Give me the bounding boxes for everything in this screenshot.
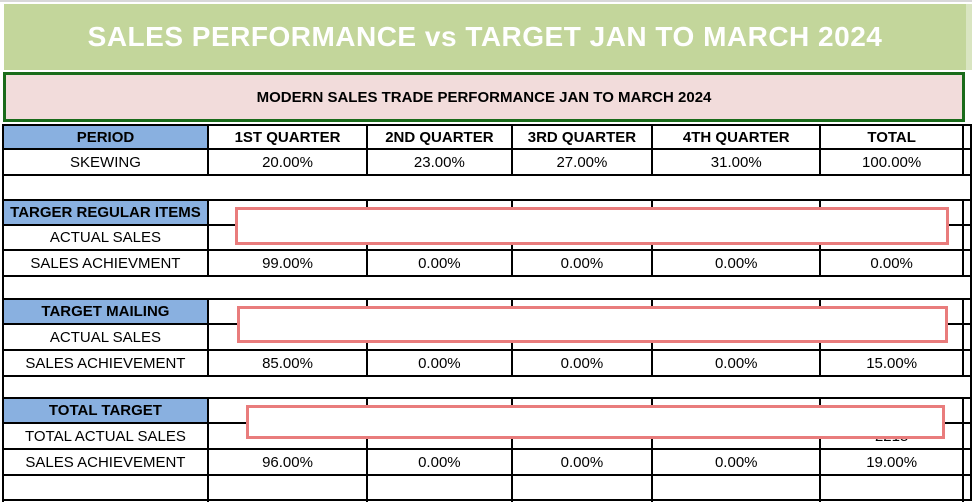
empty-cell [819, 500, 964, 502]
grid-sliver [961, 224, 972, 251]
redaction-box-section2[interactable] [237, 306, 948, 343]
header-cell-q4[interactable]: 4TH QUARTER [651, 124, 822, 150]
section3-achievement-total[interactable]: 19.00% [819, 448, 964, 476]
header-cell-q3[interactable]: 3RD QUARTER [510, 124, 654, 150]
section1-achievement-row: SALES ACHIEVMENT 99.00% 0.00% 0.00% 0.00… [2, 249, 972, 277]
table-header-row: PERIOD 1ST QUARTER 2ND QUARTER 3RD QUART… [2, 124, 972, 150]
redaction-box-section1[interactable] [235, 207, 949, 245]
header-cell-q1[interactable]: 1ST QUARTER [206, 124, 369, 150]
skewing-q3[interactable]: 27.00% [510, 148, 654, 176]
grid-sliver [961, 474, 972, 501]
section1-achievement-q3[interactable]: 0.00% [510, 249, 654, 277]
empty-cell [510, 500, 654, 502]
section3-achievement-q4[interactable]: 0.00% [651, 448, 822, 476]
section3-title[interactable]: TOTAL TARGET [2, 397, 209, 424]
section3-achievement-row: SALES ACHIEVEMENT 96.00% 0.00% 0.00% 0.0… [2, 448, 972, 476]
section3-achievement-q2[interactable]: 0.00% [366, 448, 513, 476]
section2-achievement-label[interactable]: SALES ACHIEVEMENT [2, 349, 209, 377]
spacer-cell [2, 375, 972, 399]
spacer-cell [2, 174, 972, 201]
spacer-row [2, 375, 972, 399]
grid-sliver [961, 199, 972, 226]
section1-actual-label[interactable]: ACTUAL SALES [2, 224, 209, 251]
grid-sliver [961, 323, 972, 351]
section2-achievement-q4[interactable]: 0.00% [651, 349, 822, 377]
section2-actual-label[interactable]: ACTUAL SALES [2, 323, 209, 351]
skewing-label[interactable]: SKEWING [2, 148, 209, 176]
banner-edge-sliver [966, 4, 972, 70]
empty-cell[interactable] [651, 474, 822, 501]
section3-actual-label[interactable]: TOTAL ACTUAL SALES [2, 422, 209, 450]
header-cell-q2[interactable]: 2ND QUARTER [366, 124, 513, 150]
section2-title[interactable]: TARGET MAILING [2, 298, 209, 325]
section1-achievement-q4[interactable]: 0.00% [651, 249, 822, 277]
grid-sliver [961, 448, 972, 476]
skewing-q4[interactable]: 31.00% [651, 148, 822, 176]
section1-achievement-total[interactable]: 0.00% [819, 249, 964, 277]
section3-achievement-q3[interactable]: 0.00% [510, 448, 654, 476]
redaction-box-section3[interactable] [246, 405, 945, 439]
empty-cell[interactable] [510, 474, 654, 501]
sub-title: MODERN SALES TRADE PERFORMANCE JAN TO MA… [256, 88, 712, 106]
empty-grid-row [2, 474, 972, 501]
section1-achievement-label[interactable]: SALES ACHIEVMENT [2, 249, 209, 277]
grid-sliver [961, 349, 972, 377]
empty-cell[interactable] [366, 474, 513, 501]
header-cell-total[interactable]: TOTAL [819, 124, 964, 150]
empty-cell [651, 500, 822, 502]
empty-cell [2, 500, 209, 502]
section2-achievement-total[interactable]: 15.00% [819, 349, 964, 377]
section2-achievement-q3[interactable]: 0.00% [510, 349, 654, 377]
skewing-q2[interactable]: 23.00% [366, 148, 513, 176]
grid-sliver [961, 148, 972, 176]
empty-cell [366, 500, 513, 502]
empty-cell [206, 500, 369, 502]
grid-sliver [961, 249, 972, 277]
clipped-row [2, 500, 971, 502]
spacer-row [2, 275, 972, 300]
section3-achievement-q1[interactable]: 96.00% [206, 448, 369, 476]
spacer-cell [2, 275, 972, 300]
skewing-total[interactable]: 100.00% [819, 148, 964, 176]
section3-achievement-label[interactable]: SALES ACHIEVEMENT [2, 448, 209, 476]
header-cell-period[interactable]: PERIOD [2, 124, 209, 150]
spacer-row [2, 174, 972, 201]
main-title-banner[interactable]: SALES PERFORMANCE vs TARGET JAN TO MARCH… [4, 4, 966, 70]
empty-cell[interactable] [2, 474, 209, 501]
sub-title-banner[interactable]: MODERN SALES TRADE PERFORMANCE JAN TO MA… [3, 72, 965, 122]
skewing-row: SKEWING 20.00% 23.00% 27.00% 31.00% 100.… [2, 148, 972, 176]
grid-sliver [961, 397, 972, 424]
empty-cell[interactable] [819, 474, 964, 501]
grid-sliver [961, 298, 972, 325]
section2-achievement-q2[interactable]: 0.00% [366, 349, 513, 377]
skewing-q1[interactable]: 20.00% [206, 148, 369, 176]
section2-achievement-row: SALES ACHIEVEMENT 85.00% 0.00% 0.00% 0.0… [2, 349, 972, 377]
section1-achievement-q1[interactable]: 99.00% [206, 249, 369, 277]
grid-sliver [961, 422, 972, 450]
empty-cell[interactable] [206, 474, 369, 501]
section1-title[interactable]: TARGER REGULAR ITEMS [2, 199, 209, 226]
section2-achievement-q1[interactable]: 85.00% [206, 349, 369, 377]
page-title: SALES PERFORMANCE vs TARGET JAN TO MARCH… [87, 21, 883, 52]
section1-achievement-q2[interactable]: 0.00% [366, 249, 513, 277]
grid-sliver [961, 124, 972, 150]
